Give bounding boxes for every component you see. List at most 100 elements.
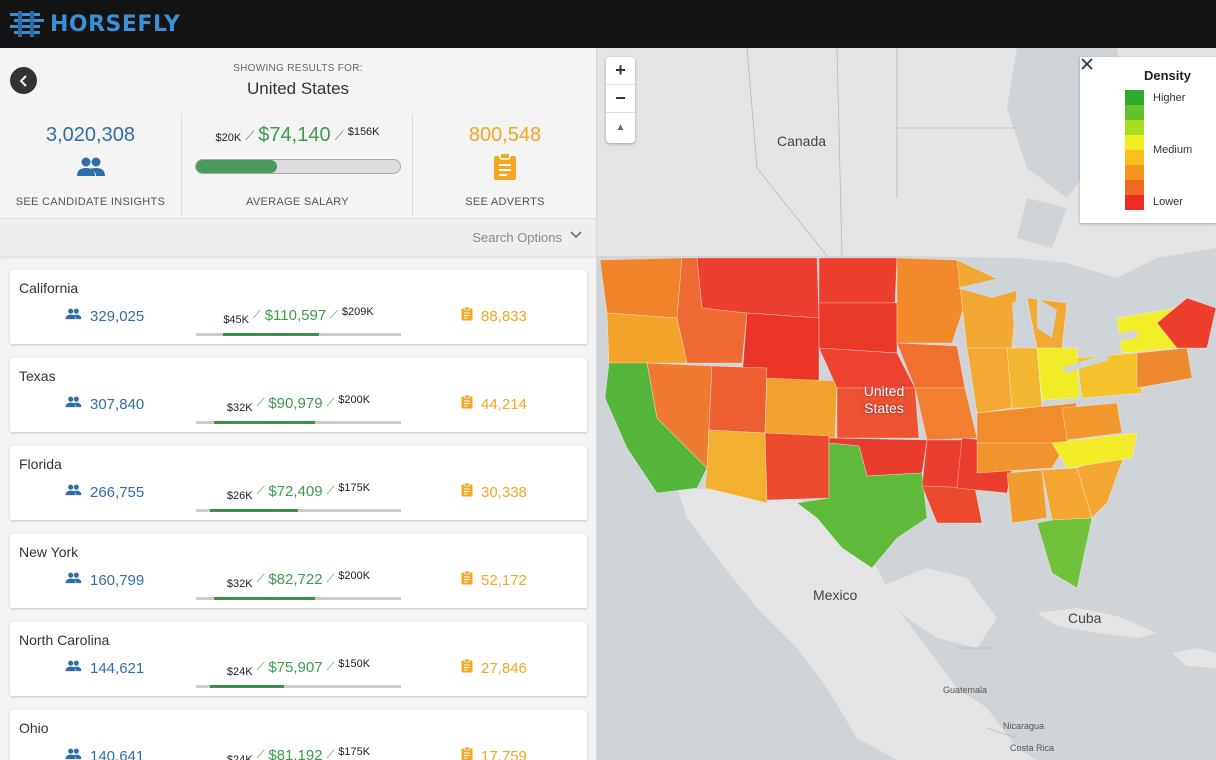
state-candidates[interactable]: 160,799 xyxy=(65,571,144,589)
people-icon xyxy=(65,395,82,413)
state-salary-min: $32K xyxy=(226,578,253,590)
state-adverts[interactable]: 44,214 xyxy=(461,394,527,414)
search-options-label: Search Options xyxy=(472,230,562,245)
legend-medium-label: Medium xyxy=(1153,144,1193,156)
state-card[interactable]: Florida 266,755 $26K ⟋ $72,409 ⟋ $175K 30,338 xyxy=(10,446,587,520)
state-salary-min: $32K xyxy=(226,402,253,414)
state-adverts[interactable]: 27,846 xyxy=(461,658,527,678)
zoom-in-button[interactable]: + xyxy=(606,57,635,85)
map-label-mexico: Mexico xyxy=(813,587,858,603)
state-adverts-count: 17,759 xyxy=(481,748,527,760)
candidate-insights-link[interactable]: SEE CANDIDATE INSIGHTS xyxy=(15,196,166,208)
state-candidates[interactable]: 266,755 xyxy=(65,483,144,501)
legend-swatch xyxy=(1125,150,1144,165)
trend-up-icon: ⟋ xyxy=(256,485,265,497)
clipboard-icon xyxy=(461,394,473,414)
state-salary-bar xyxy=(196,509,401,512)
legend-higher-label: Higher xyxy=(1153,92,1186,104)
average-salary-stat: $20K ⟋ $74,140 ⟋ $156K AVERAGE SALARY xyxy=(183,114,413,216)
horsefly-logo-icon xyxy=(10,11,44,37)
see-adverts-link[interactable]: SEE ADVERTS xyxy=(465,196,545,208)
state-candidates-count: 160,799 xyxy=(90,571,145,589)
clipboard-icon xyxy=(461,570,473,590)
app-name: HORSEFLY xyxy=(50,11,181,37)
trend-up-icon: ⟋ xyxy=(256,749,265,760)
state-salary-bar xyxy=(196,597,401,600)
trend-up-icon: ⟋ xyxy=(256,397,265,409)
candidate-insights-stat[interactable]: 3,020,308 SEE CANDIDATE INSIGHTS xyxy=(0,114,182,216)
state-candidates[interactable]: 307,840 xyxy=(65,395,144,413)
state-salary-bar xyxy=(196,333,401,336)
state-salary-average: $90,979 xyxy=(268,395,323,412)
map-label-cuba: Cuba xyxy=(1068,610,1102,626)
legend-swatch xyxy=(1125,195,1144,210)
chevron-down-icon xyxy=(570,231,582,239)
legend-title: Density xyxy=(1144,68,1191,83)
clipboard-icon xyxy=(414,153,596,181)
state-candidates[interactable]: 144,621 xyxy=(65,659,144,677)
state-candidates[interactable]: 329,025 xyxy=(65,307,144,325)
zoom-out-button[interactable]: − xyxy=(606,85,635,113)
clipboard-icon xyxy=(461,306,473,326)
state-salary: $26K ⟋ $72,409 ⟋ $175K xyxy=(196,480,401,502)
people-icon xyxy=(65,483,82,501)
legend-swatch xyxy=(1125,90,1144,105)
close-icon[interactable] xyxy=(1080,57,1094,71)
state-card[interactable]: North Carolina 144,621 $24K ⟋ $75,907 ⟋ $150K 2… xyxy=(10,622,587,696)
horsefly-logo[interactable]: HORSEFLY xyxy=(10,10,180,38)
trend-up-icon: ⟋ xyxy=(253,309,261,321)
people-icon xyxy=(65,659,82,677)
state-salary: $32K ⟋ $90,979 ⟋ $200K xyxy=(196,392,401,414)
adverts-stat[interactable]: 800,548 SEE ADVERTS xyxy=(414,114,596,216)
state-adverts[interactable]: 30,338 xyxy=(461,482,527,502)
map-label-us-line2: States xyxy=(864,400,904,416)
reset-north-button[interactable]: ▲ xyxy=(606,113,635,141)
density-legend: Density Higher Medium Lower xyxy=(1080,57,1216,223)
state-card[interactable]: California 329,025 $45K ⟋ $110,597 ⟋ $209K 88,8… xyxy=(10,270,587,344)
back-button[interactable] xyxy=(10,67,37,94)
state-adverts[interactable]: 52,172 xyxy=(461,570,527,590)
state-name: New York xyxy=(19,544,79,560)
adverts-count: 800,548 xyxy=(468,124,542,146)
state-salary-bar-fill xyxy=(222,333,319,336)
compass-icon: ▲ xyxy=(615,121,626,133)
trend-up-icon: ⟋ xyxy=(330,309,338,321)
state-salary-max: $175K xyxy=(338,746,371,758)
state-candidates[interactable]: 140,641 xyxy=(65,747,144,760)
people-icon xyxy=(0,153,181,181)
state-salary-bar xyxy=(196,685,401,688)
showing-label: SHOWING RESULTS FOR: xyxy=(233,63,363,74)
search-options-toggle[interactable]: Search Options xyxy=(0,218,596,256)
country-title: United States xyxy=(246,79,350,98)
map-label-costa-rica: Costa Rica xyxy=(1010,743,1055,753)
state-name: Texas xyxy=(19,368,56,384)
legend-color-scale xyxy=(1125,90,1144,210)
state-salary-average: $81,192 xyxy=(268,747,323,760)
state-salary-min: $24K xyxy=(226,754,253,760)
trend-up-icon: ⟋ xyxy=(326,749,335,760)
state-adverts[interactable]: 17,759 xyxy=(461,746,527,760)
state-salary-average: $110,597 xyxy=(264,307,327,324)
density-map[interactable]: Canada United States Mexico Cuba Guatema… xyxy=(597,48,1216,760)
legend-lower-label: Lower xyxy=(1153,196,1183,208)
trend-up-icon: ⟋ xyxy=(256,573,265,585)
state-salary-max: $175K xyxy=(338,482,371,494)
people-icon xyxy=(65,747,82,760)
salary-max: $156K xyxy=(347,126,380,138)
state-card[interactable]: Texas 307,840 $32K ⟋ $90,979 ⟋ $200K 44,214 xyxy=(10,358,587,432)
state-adverts[interactable]: 88,833 xyxy=(461,306,527,326)
average-salary-label: AVERAGE SALARY xyxy=(246,196,349,208)
state-card[interactable]: New York 160,799 $32K ⟋ $82,722 ⟋ $200K 52,172 xyxy=(10,534,587,608)
state-salary-bar-fill xyxy=(210,509,299,512)
state-candidates-count: 307,840 xyxy=(90,395,145,413)
salary-range-fill xyxy=(195,160,278,173)
trend-up-icon: ⟋ xyxy=(256,661,265,673)
state-card[interactable]: Ohio 140,641 $24K ⟋ $81,192 ⟋ $175K 17,759 xyxy=(10,710,587,760)
legend-swatch xyxy=(1125,135,1144,150)
people-icon xyxy=(65,307,82,325)
state-salary-average: $72,409 xyxy=(268,483,323,500)
state-salary: $24K ⟋ $81,192 ⟋ $175K xyxy=(196,744,401,760)
state-adverts-count: 30,338 xyxy=(481,484,527,501)
state-candidates-count: 140,641 xyxy=(90,747,145,760)
summary-stats: 3,020,308 SEE CANDIDATE INSIGHTS $20K ⟋ … xyxy=(0,112,596,218)
